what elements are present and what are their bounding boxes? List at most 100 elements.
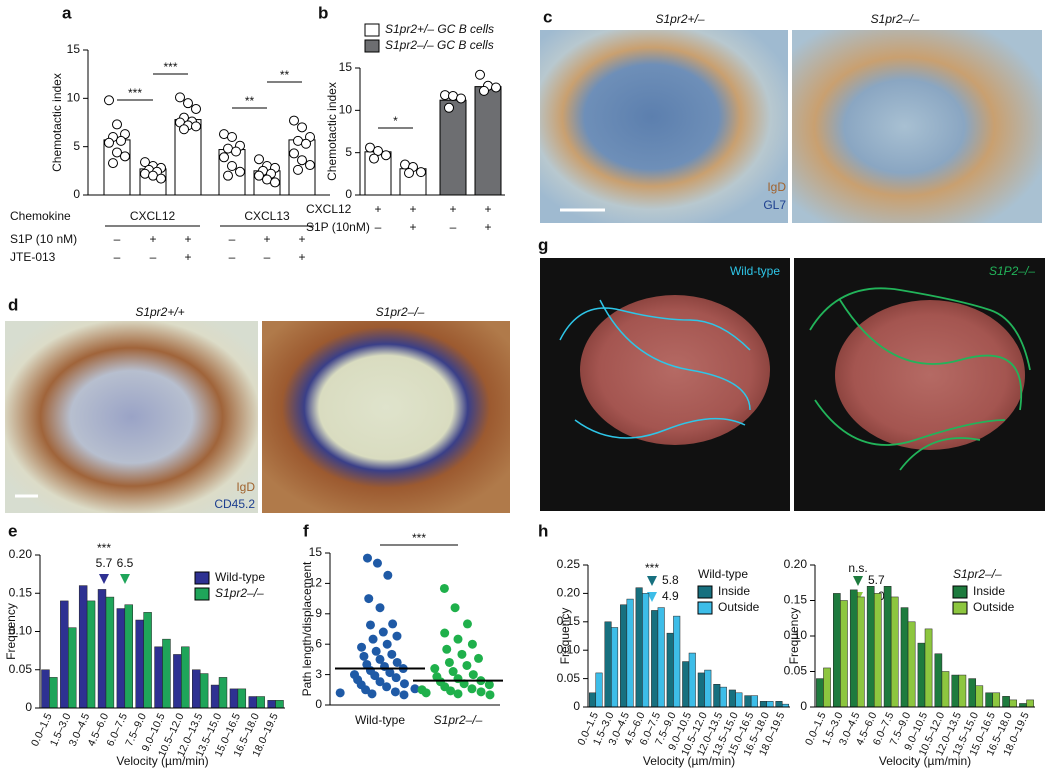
data-point [156, 173, 166, 184]
bar [174, 119, 202, 196]
condition: – [229, 232, 236, 246]
y-tick-label: 0.25 [557, 557, 581, 571]
y-tick-label: 9 [315, 606, 322, 620]
annotation: 6.5 [117, 556, 134, 570]
data-point [491, 82, 501, 93]
bar [210, 684, 220, 709]
data-point [235, 166, 245, 177]
data-point [416, 167, 426, 178]
data-point [254, 170, 264, 181]
legend-swatch [364, 39, 380, 53]
y-tick-label: 0 [315, 697, 322, 711]
data-point [457, 649, 467, 659]
data-point [370, 671, 380, 681]
data-point [388, 619, 398, 629]
data-point [227, 132, 237, 142]
data-point [375, 603, 385, 613]
data-point [371, 646, 381, 656]
data-point [289, 148, 299, 159]
legend-swatch [194, 587, 210, 601]
data-point [485, 690, 495, 700]
data-point [448, 667, 458, 677]
group-label: CXCL12 [130, 209, 176, 223]
y-axis-label: Frequency [4, 603, 18, 660]
bar [1002, 696, 1010, 708]
data-point [140, 168, 150, 179]
legend-title: S1pr2–/– [953, 567, 1002, 581]
bar [816, 678, 824, 708]
y-tick-label: 10 [339, 103, 353, 117]
micrograph [262, 321, 510, 513]
data-point [254, 154, 264, 165]
bar [766, 701, 774, 708]
y-tick-label: 15 [339, 60, 353, 74]
legend-label: S1pr2+/– GC B cells [385, 22, 494, 36]
y-tick-label: 0.05 [557, 671, 581, 685]
annotation: 5.7 [868, 573, 885, 587]
data-point [375, 677, 385, 687]
data-point [368, 634, 378, 644]
legend-swatch [952, 585, 968, 599]
bar [924, 628, 933, 708]
data-point [120, 151, 130, 162]
panel-letter: c [543, 7, 552, 26]
data-point [439, 583, 449, 593]
bar [642, 593, 650, 708]
bar [866, 586, 875, 708]
legend-swatch [697, 601, 713, 615]
data-point [479, 85, 489, 96]
bar [135, 619, 144, 709]
image-label: S1pr2+/– [655, 12, 704, 26]
y-tick-label: 0.10 [557, 642, 581, 656]
data-point [191, 103, 201, 114]
panel-letter: a [62, 3, 72, 22]
data-point [446, 686, 456, 696]
bar [1009, 699, 1017, 708]
data-point [474, 653, 483, 663]
data-point [467, 639, 477, 649]
bar [907, 621, 916, 708]
image-label: S1pr2–/– [376, 305, 425, 319]
bar [849, 589, 858, 708]
bar [728, 689, 736, 708]
bar [620, 604, 628, 708]
condition: + [184, 250, 191, 264]
stain-label: CD45.2 [214, 497, 255, 511]
data-point [179, 124, 189, 135]
bar [934, 653, 943, 708]
bar [883, 586, 892, 708]
condition: – [375, 220, 382, 234]
bar [229, 688, 239, 709]
data-point [357, 642, 367, 652]
bar [873, 593, 882, 708]
data-point [484, 680, 494, 690]
y-tick-label: 12 [309, 576, 323, 590]
data-point [476, 687, 486, 697]
bar [682, 661, 690, 708]
row-label: Chemokine [10, 209, 71, 223]
image-label: S1pr2–/– [871, 12, 920, 26]
image-label: Wild-type [730, 264, 780, 278]
bar [199, 673, 209, 709]
micrograph [540, 30, 788, 223]
data-point [378, 627, 388, 637]
data-point [364, 594, 374, 604]
condition: + [298, 232, 305, 246]
bar [248, 696, 257, 709]
data-point [444, 102, 454, 113]
bar [275, 700, 284, 709]
data-point [444, 657, 454, 667]
legend-label: S1pr2–/– [215, 586, 264, 600]
data-point [475, 69, 485, 80]
y-tick-label: 15 [309, 545, 323, 559]
x-axis-label: Velocity (µm/min) [643, 754, 735, 768]
data-point [440, 628, 450, 638]
row-label: JTE-013 [10, 250, 56, 264]
data-point [442, 644, 452, 654]
stain-label: IgD [236, 480, 255, 494]
micrograph [5, 321, 258, 513]
significance: *** [97, 541, 111, 555]
x-tick-label: S1pr2–/– [434, 713, 483, 727]
significance: ** [280, 68, 290, 82]
data-point [289, 115, 299, 126]
